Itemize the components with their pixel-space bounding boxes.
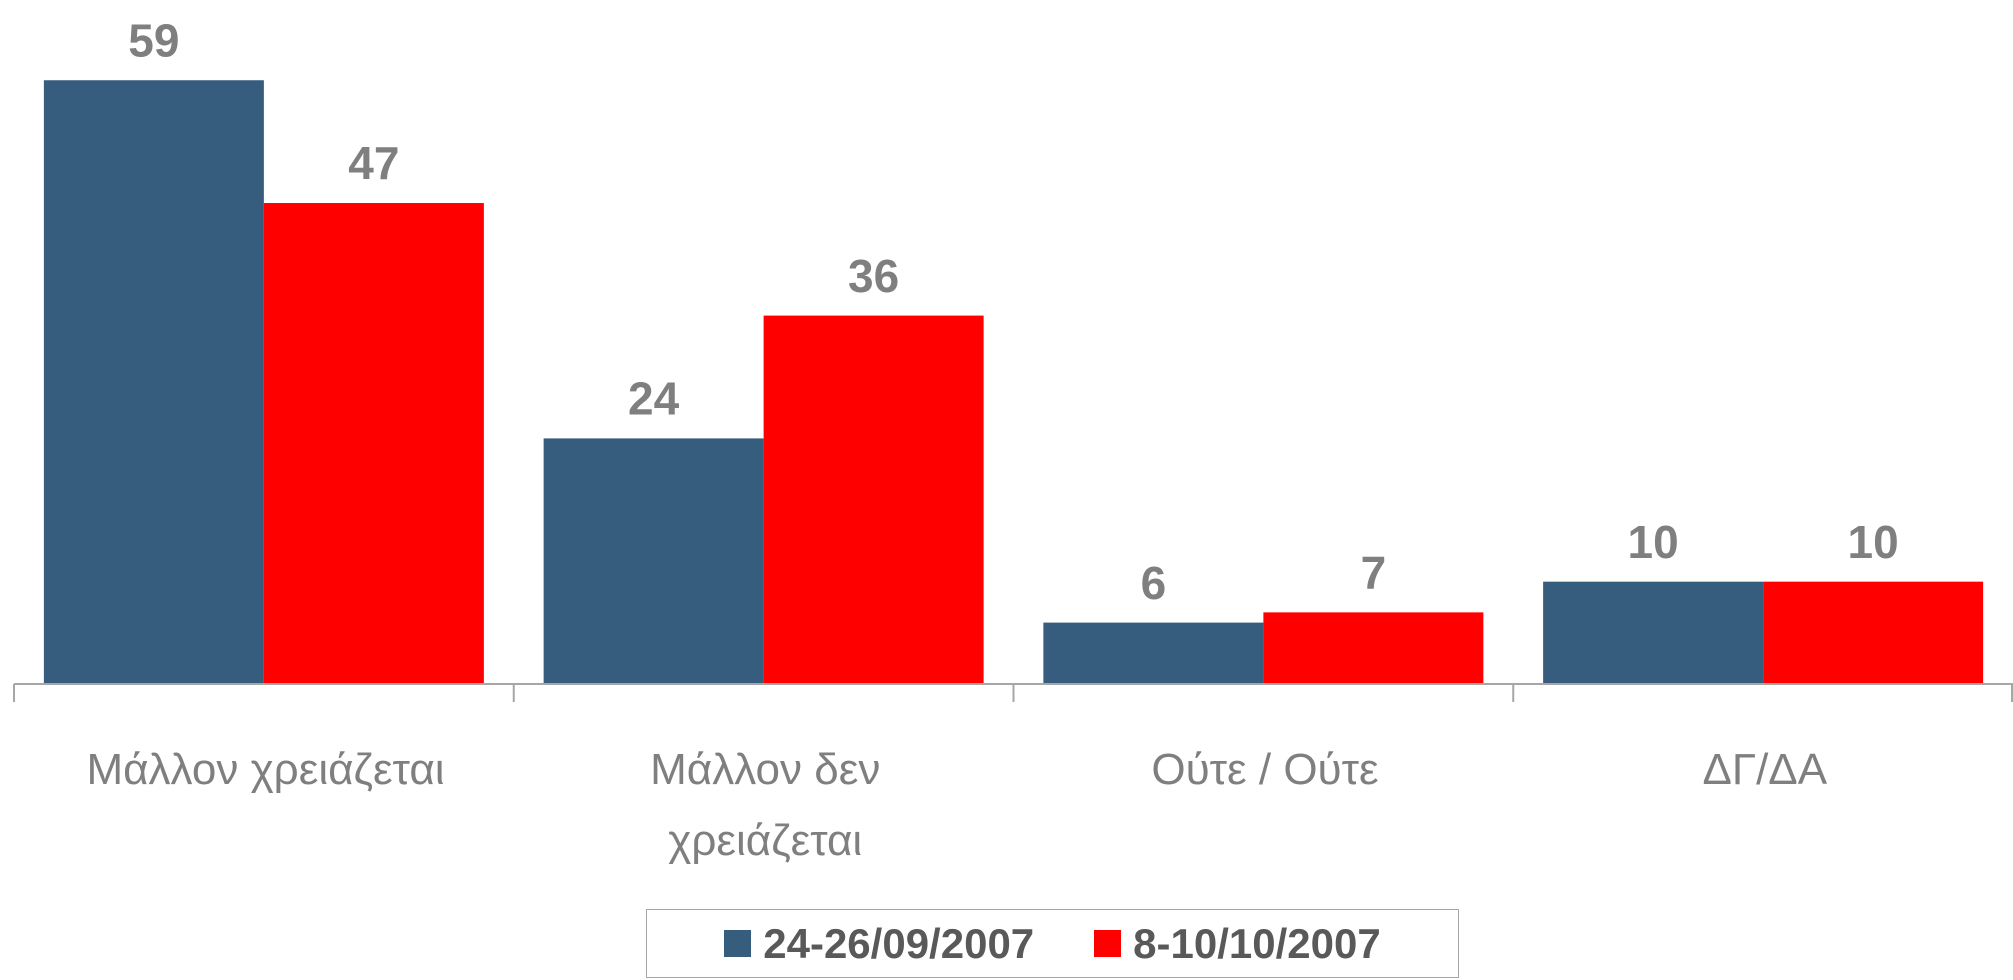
bar xyxy=(1263,612,1484,684)
x-tick-label: Ούτε / Ούτε xyxy=(1151,745,1379,794)
bar xyxy=(1543,581,1764,684)
legend-swatch xyxy=(1094,930,1122,957)
value-label: 24 xyxy=(628,373,680,425)
bar xyxy=(763,315,984,684)
bar xyxy=(1043,622,1264,684)
bar xyxy=(543,438,764,684)
value-label: 10 xyxy=(1848,516,1899,568)
bar xyxy=(1763,581,1984,684)
value-label: 36 xyxy=(848,250,899,302)
x-tick-label: Μάλλον δεν χρειάζεται xyxy=(650,745,881,865)
legend-item: 24-26/09/2007 xyxy=(724,920,1034,968)
x-tick-label: ΔΓ/ΔΑ xyxy=(1702,745,1828,794)
value-label: 7 xyxy=(1361,547,1387,599)
value-label: 47 xyxy=(348,137,399,189)
legend-label: 24-26/09/2007 xyxy=(763,919,1035,967)
legend: 24-26/09/2007 8-10/10/2007 xyxy=(646,909,1459,978)
value-label: 59 xyxy=(128,14,179,66)
value-label: 6 xyxy=(1141,557,1167,609)
bar xyxy=(43,80,264,684)
bar xyxy=(263,203,484,685)
value-label: 10 xyxy=(1628,516,1679,568)
x-tick-label: Μάλλον χρειάζεται xyxy=(86,745,445,794)
legend-item: 8-10/10/2007 xyxy=(1094,920,1381,968)
legend-swatch xyxy=(724,930,752,957)
legend-label: 8-10/10/2007 xyxy=(1133,919,1381,967)
